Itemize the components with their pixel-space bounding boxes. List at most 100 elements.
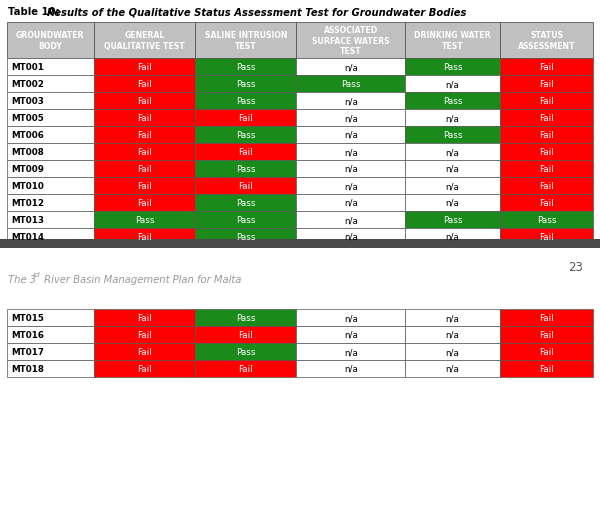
Bar bbox=[296, 194, 405, 212]
Text: Fail: Fail bbox=[238, 330, 253, 339]
Text: 23: 23 bbox=[568, 261, 583, 274]
Bar bbox=[500, 212, 593, 229]
Bar bbox=[296, 343, 405, 360]
Text: MT014: MT014 bbox=[11, 232, 44, 241]
Text: Pass: Pass bbox=[236, 165, 256, 174]
Bar bbox=[296, 161, 405, 178]
Text: n/a: n/a bbox=[344, 182, 358, 190]
Text: Pass: Pass bbox=[537, 216, 556, 225]
Bar bbox=[195, 212, 296, 229]
Text: n/a: n/a bbox=[344, 63, 358, 72]
Bar bbox=[500, 23, 593, 59]
Text: Fail: Fail bbox=[137, 232, 152, 241]
Text: Pass: Pass bbox=[236, 80, 256, 89]
Bar bbox=[94, 194, 195, 212]
Bar bbox=[7, 59, 94, 76]
Text: n/a: n/a bbox=[344, 330, 358, 339]
Text: n/a: n/a bbox=[344, 165, 358, 174]
Bar bbox=[500, 360, 593, 377]
Bar bbox=[296, 178, 405, 194]
Bar bbox=[7, 93, 94, 110]
Bar bbox=[195, 161, 296, 178]
Bar bbox=[296, 229, 405, 245]
Text: MT001: MT001 bbox=[11, 63, 44, 72]
Bar bbox=[7, 144, 94, 161]
Text: Fail: Fail bbox=[137, 97, 152, 106]
Bar bbox=[296, 23, 405, 59]
Text: n/a: n/a bbox=[446, 364, 460, 373]
Bar bbox=[500, 310, 593, 326]
Bar bbox=[500, 343, 593, 360]
Text: Fail: Fail bbox=[137, 330, 152, 339]
Text: Fail: Fail bbox=[137, 131, 152, 140]
Bar bbox=[296, 144, 405, 161]
Text: Table 10:: Table 10: bbox=[8, 7, 63, 17]
Text: Pass: Pass bbox=[236, 347, 256, 357]
Bar bbox=[405, 161, 500, 178]
Bar bbox=[405, 360, 500, 377]
Bar bbox=[195, 144, 296, 161]
Text: STATUS
ASSESSMENT: STATUS ASSESSMENT bbox=[518, 31, 575, 51]
Text: Fail: Fail bbox=[539, 330, 554, 339]
Bar bbox=[7, 110, 94, 127]
Bar bbox=[195, 127, 296, 144]
Bar bbox=[94, 310, 195, 326]
Bar bbox=[296, 326, 405, 343]
Text: Fail: Fail bbox=[539, 364, 554, 373]
Text: Fail: Fail bbox=[137, 198, 152, 208]
Text: Fail: Fail bbox=[137, 364, 152, 373]
Text: n/a: n/a bbox=[446, 114, 460, 123]
Bar bbox=[405, 110, 500, 127]
Text: Fail: Fail bbox=[137, 182, 152, 190]
Text: n/a: n/a bbox=[446, 347, 460, 357]
Bar bbox=[500, 178, 593, 194]
Text: Pass: Pass bbox=[236, 198, 256, 208]
Text: rd: rd bbox=[33, 272, 41, 277]
Bar bbox=[405, 93, 500, 110]
Text: Pass: Pass bbox=[236, 63, 256, 72]
Bar bbox=[94, 178, 195, 194]
Bar bbox=[296, 310, 405, 326]
Text: n/a: n/a bbox=[446, 80, 460, 89]
Bar bbox=[195, 59, 296, 76]
Bar bbox=[195, 229, 296, 245]
Bar bbox=[195, 178, 296, 194]
Bar bbox=[296, 360, 405, 377]
Text: Fail: Fail bbox=[539, 114, 554, 123]
Text: Fail: Fail bbox=[137, 314, 152, 322]
Text: n/a: n/a bbox=[344, 147, 358, 157]
Text: Fail: Fail bbox=[539, 198, 554, 208]
Text: n/a: n/a bbox=[344, 347, 358, 357]
Bar bbox=[195, 23, 296, 59]
Text: Pass: Pass bbox=[236, 314, 256, 322]
Text: Fail: Fail bbox=[238, 114, 253, 123]
Text: MT003: MT003 bbox=[11, 97, 44, 106]
Text: MT006: MT006 bbox=[11, 131, 44, 140]
Text: n/a: n/a bbox=[446, 198, 460, 208]
Text: Fail: Fail bbox=[539, 314, 554, 322]
Bar bbox=[500, 93, 593, 110]
Bar bbox=[94, 326, 195, 343]
Text: n/a: n/a bbox=[446, 182, 460, 190]
Text: Fail: Fail bbox=[137, 147, 152, 157]
Text: MT010: MT010 bbox=[11, 182, 44, 190]
Bar bbox=[94, 23, 195, 59]
Bar bbox=[405, 326, 500, 343]
Bar bbox=[405, 229, 500, 245]
Text: n/a: n/a bbox=[344, 216, 358, 225]
Text: MT009: MT009 bbox=[11, 165, 44, 174]
Bar bbox=[405, 59, 500, 76]
Text: Pass: Pass bbox=[443, 131, 463, 140]
Bar bbox=[405, 127, 500, 144]
Text: MT008: MT008 bbox=[11, 147, 44, 157]
Bar bbox=[94, 93, 195, 110]
Bar bbox=[195, 360, 296, 377]
Bar bbox=[500, 144, 593, 161]
Text: n/a: n/a bbox=[446, 330, 460, 339]
Bar bbox=[405, 343, 500, 360]
Bar bbox=[94, 127, 195, 144]
Text: SALINE INTRUSION
TEST: SALINE INTRUSION TEST bbox=[205, 31, 287, 51]
Bar bbox=[94, 360, 195, 377]
Bar bbox=[7, 178, 94, 194]
Text: Fail: Fail bbox=[137, 165, 152, 174]
